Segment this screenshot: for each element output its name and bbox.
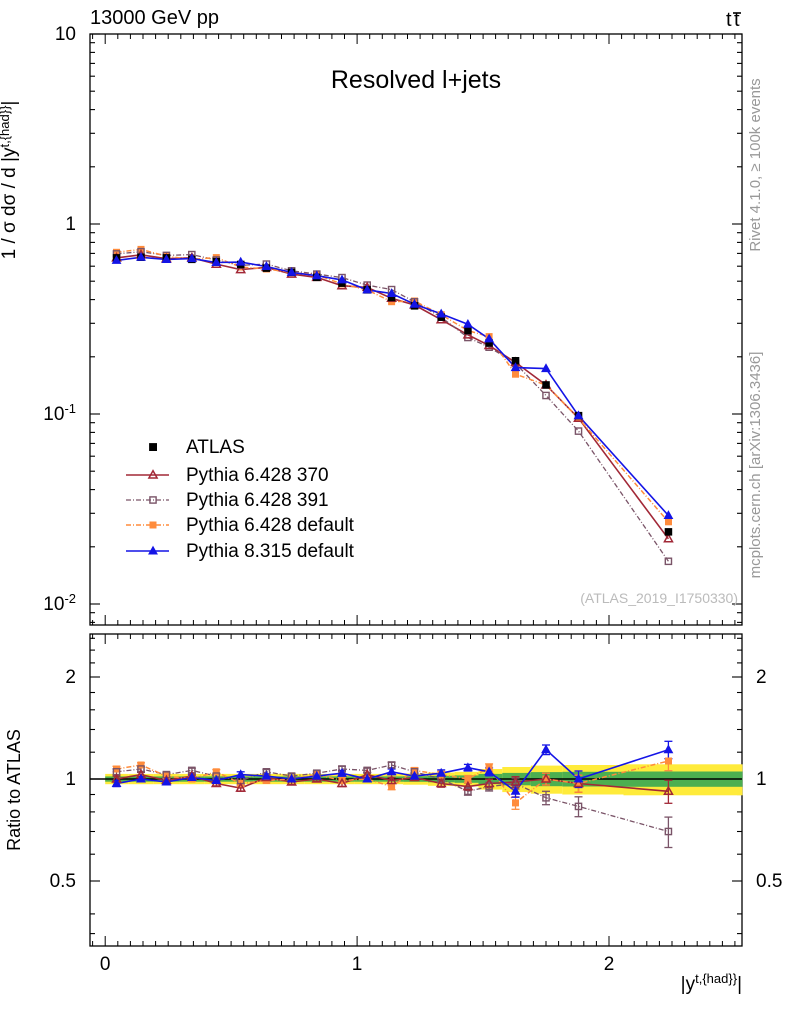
- svg-text:1: 1: [65, 769, 76, 790]
- svg-text:Resolved l+jets: Resolved l+jets: [331, 66, 501, 94]
- svg-text:2: 2: [65, 667, 76, 688]
- svg-text:0: 0: [100, 954, 111, 975]
- svg-text:Pythia 6.428 391: Pythia 6.428 391: [186, 490, 329, 511]
- svg-text:Pythia 8.315 default: Pythia 8.315 default: [186, 541, 355, 562]
- svg-text:Ratio to ATLAS: Ratio to ATLAS: [4, 729, 24, 851]
- svg-text:Pythia 6.428 default: Pythia 6.428 default: [186, 515, 355, 536]
- svg-text:Pythia 6.428 370: Pythia 6.428 370: [186, 465, 329, 486]
- svg-text:(ATLAS_2019_I1750330): (ATLAS_2019_I1750330): [580, 590, 738, 606]
- svg-text:Rivet 4.1.0, ≥ 100k events: Rivet 4.1.0, ≥ 100k events: [747, 78, 764, 251]
- svg-text:0.5: 0.5: [756, 871, 782, 892]
- svg-text:t: t: [726, 9, 732, 31]
- svg-text:mcplots.cern.ch [arXiv:1306.34: mcplots.cern.ch [arXiv:1306.3436]: [747, 352, 764, 579]
- svg-text:0.5: 0.5: [50, 871, 76, 892]
- svg-text:1: 1: [756, 769, 767, 790]
- svg-text:10: 10: [55, 24, 76, 45]
- svg-text:ATLAS: ATLAS: [186, 437, 245, 458]
- svg-text:2: 2: [756, 667, 767, 688]
- svg-text:1: 1: [352, 954, 363, 975]
- svg-text:1: 1: [65, 214, 76, 235]
- svg-text:2: 2: [604, 954, 615, 975]
- svg-text:13000 GeV pp: 13000 GeV pp: [90, 7, 219, 29]
